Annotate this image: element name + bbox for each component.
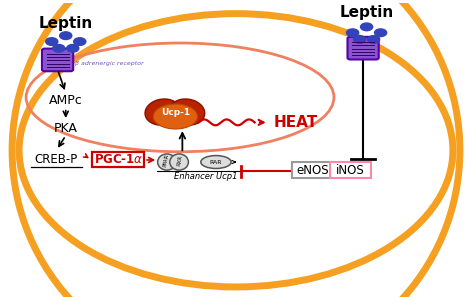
Text: eNOS: eNOS [296,164,329,177]
Text: RAR: RAR [210,160,222,164]
Text: PGC-1$\alpha$: PGC-1$\alpha$ [94,154,143,166]
Text: PKA: PKA [54,122,78,135]
Ellipse shape [201,156,231,169]
Circle shape [59,32,72,40]
Circle shape [361,23,373,31]
Text: Leptin: Leptin [339,5,394,20]
FancyBboxPatch shape [347,37,379,59]
Text: β adrenergic receptor: β adrenergic receptor [75,61,144,66]
Text: Ucp-1: Ucp-1 [161,108,190,117]
Circle shape [346,29,359,37]
Text: Enhancer Ucp1: Enhancer Ucp1 [174,172,237,181]
Ellipse shape [153,104,197,129]
Ellipse shape [145,99,180,125]
Text: Leptin: Leptin [39,16,93,32]
Text: iNOS: iNOS [337,164,365,177]
FancyBboxPatch shape [330,162,371,178]
FancyBboxPatch shape [293,162,334,178]
Text: PPAR: PPAR [163,154,170,167]
Circle shape [46,38,58,45]
Circle shape [354,36,366,43]
Circle shape [74,38,86,45]
Circle shape [368,36,379,43]
Text: RXR: RXR [176,155,183,167]
Text: AMPc: AMPc [49,94,83,107]
Circle shape [53,44,65,52]
FancyBboxPatch shape [42,49,73,71]
Ellipse shape [170,154,188,170]
FancyBboxPatch shape [93,152,144,167]
Text: HEAT: HEAT [273,115,318,130]
Circle shape [375,29,387,37]
Ellipse shape [158,154,177,170]
Text: CREB-P: CREB-P [35,153,78,166]
Ellipse shape [169,99,205,125]
Circle shape [67,44,79,52]
